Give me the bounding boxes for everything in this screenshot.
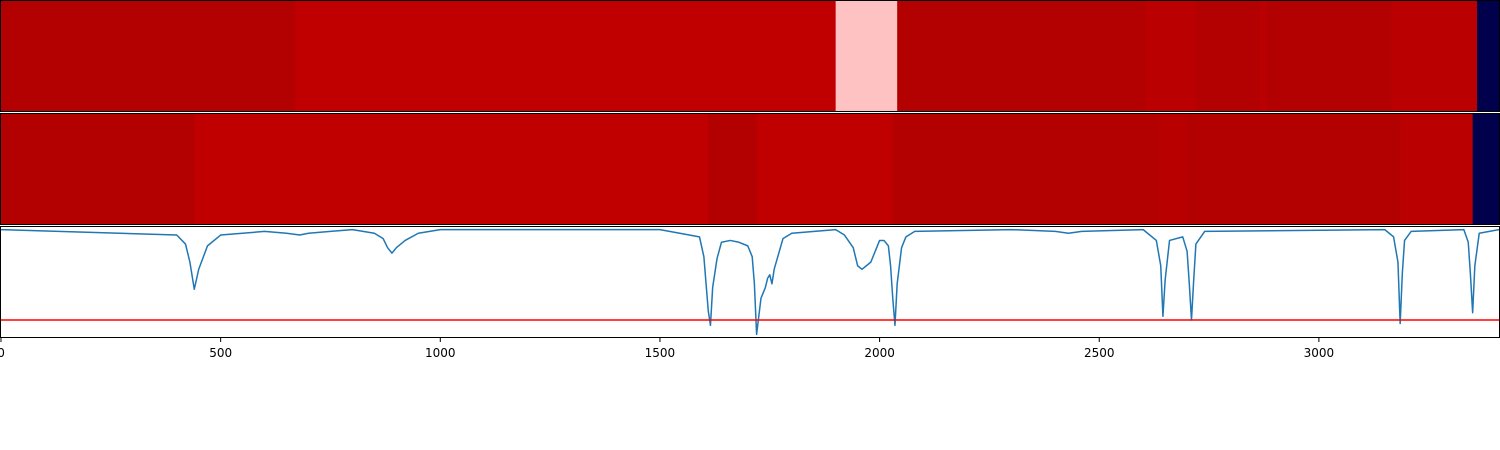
- heatmap-cell-0-7: [1266, 0, 1392, 112]
- heatmap-cell-1-5: [1158, 113, 1188, 225]
- heatmap-cell-1-0: [1, 113, 195, 225]
- x-tick-label-500: 500: [209, 346, 232, 360]
- heatmap-cell-0-1: [295, 0, 837, 112]
- heatmap-cell-0-3: [897, 0, 1146, 112]
- line-plot-panel: [0, 226, 1500, 338]
- heatmap-cell-0-6: [1259, 0, 1267, 112]
- heatmap-panel-bottom: [0, 113, 1500, 225]
- heatmap-cell-0-2: [835, 0, 898, 112]
- heatmap-cell-1-1: [194, 113, 709, 225]
- heatmap-cell-1-2: [708, 113, 757, 225]
- x-tick-label-1500: 1500: [645, 346, 676, 360]
- x-tick-label-1000: 1000: [425, 346, 456, 360]
- x-tick-label-2000: 2000: [864, 346, 895, 360]
- signal-line: [1, 228, 1499, 336]
- heatmap-cell-0-5: [1195, 0, 1260, 112]
- heatmap-cell-1-7: [1400, 113, 1474, 225]
- line-plot-frame: [0, 226, 1500, 338]
- x-axis: 0 500 1000 1500 2000 2500 3000: [0, 338, 1334, 360]
- heatmap-cell-1-3: [756, 113, 894, 225]
- heatmap-cell-1-4: [892, 113, 1159, 225]
- heatmap-cell-0-9: [1477, 0, 1500, 112]
- heatmap-cell-0-8: [1391, 0, 1478, 112]
- line-series-group: [1, 228, 1499, 336]
- heatmap-cell-1-6: [1187, 113, 1401, 225]
- x-tick-label-2500: 2500: [1084, 346, 1115, 360]
- heatmap-cell-0-4: [1145, 0, 1197, 112]
- x-tick-label-3000: 3000: [1304, 346, 1335, 360]
- heatmap-cell-1-8: [1472, 113, 1500, 225]
- x-tick-label-0: 0: [0, 346, 5, 360]
- heatmap-panel-top: [0, 0, 1500, 112]
- heatmap-cell-0-0: [1, 0, 296, 112]
